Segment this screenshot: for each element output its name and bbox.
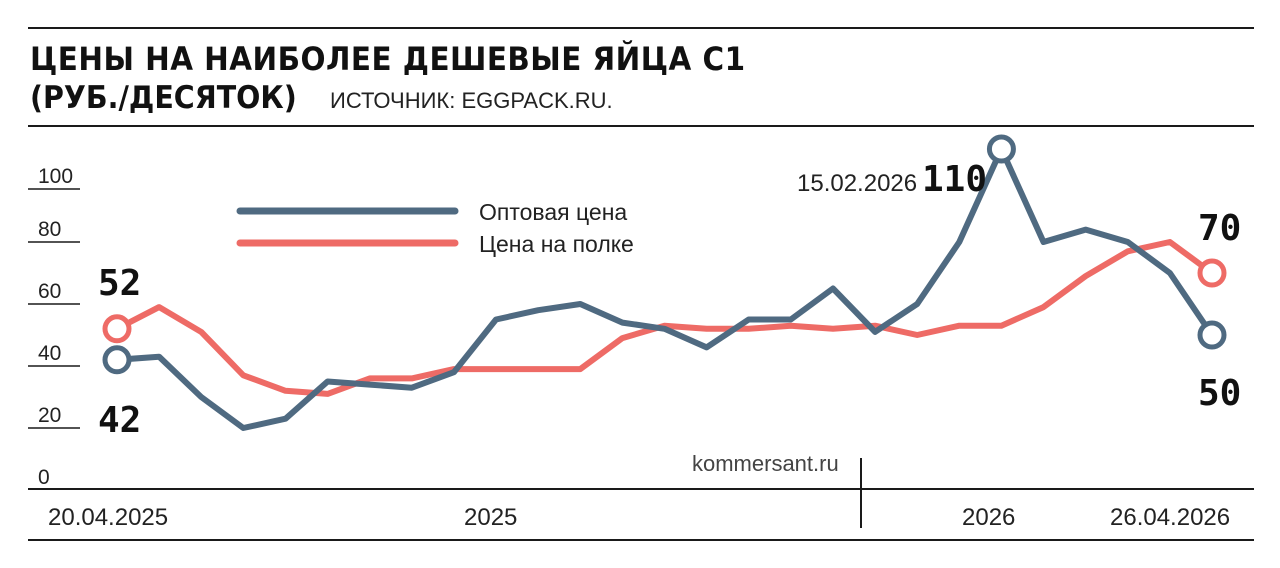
annotation-start-shelf: 52 [98, 263, 141, 304]
annotation-end-shelf: 70 [1198, 208, 1241, 249]
credit-text: kommersant.ru [692, 451, 839, 476]
series-line-wholesale-price [114, 146, 1215, 431]
marker-start-shelf [102, 314, 132, 344]
y-axis: 100 80 60 40 20 0 [28, 165, 80, 489]
marker-end-wholesale [1197, 320, 1227, 350]
y-tick-label: 0 [38, 466, 50, 489]
top-rule [28, 27, 1254, 29]
chart-title: ЦЕНЫ НА НАИБОЛЕЕ ДЕШЕВЫЕ ЯЙЦА С1 [30, 40, 746, 78]
annotation-start-wholesale: 42 [98, 400, 141, 441]
series-line-shelf-price [114, 239, 1215, 397]
y-tick-label: 60 [38, 280, 61, 303]
legend-label-shelf: Цена на полке [479, 231, 634, 257]
legend-label-wholesale: Оптовая цена [479, 199, 627, 225]
marker-end-shelf [1197, 258, 1227, 288]
source-note: ИСТОЧНИК: EGGPACK.RU. [330, 88, 613, 113]
y-tick-label: 100 [38, 165, 73, 188]
x-tick-label-end: 26.04.2026 [1110, 504, 1230, 531]
y-tick-label: 40 [38, 342, 61, 365]
annotation-peak-date: 15.02.2026 [797, 170, 917, 197]
x-tick-label-2026: 2026 [962, 504, 1015, 531]
legend: Оптовая цена Цена на полке [236, 199, 634, 257]
annotation-end-wholesale: 50 [1198, 373, 1241, 414]
annotation-peak-value: 110 [922, 159, 987, 200]
marker-start-wholesale [102, 345, 132, 375]
y-tick-label: 80 [38, 218, 61, 241]
y-tick-label: 20 [38, 404, 61, 427]
x-tick-label-2025: 2025 [464, 504, 517, 531]
x-tick-label-start: 20.04.2025 [48, 504, 168, 531]
header-bottom-rule [28, 125, 1254, 127]
marker-peak-wholesale [986, 134, 1016, 164]
chart-subtitle: (РУБ./ДЕСЯТОК) [30, 80, 297, 116]
end-markers [102, 134, 1227, 375]
